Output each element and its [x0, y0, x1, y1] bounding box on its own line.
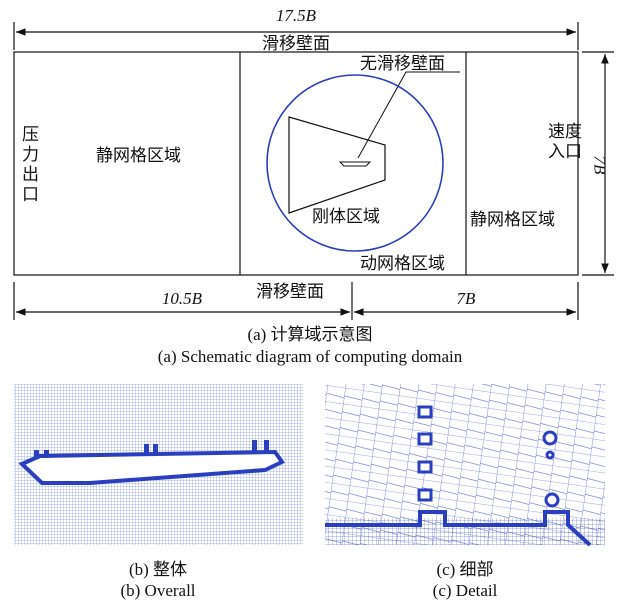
- static-mesh-right: 静网格区域: [470, 210, 555, 229]
- bottom-right-dimension: 7B: [456, 289, 476, 308]
- dynamic-mesh-label: 动网格区域: [360, 254, 445, 273]
- caption-b-en: (b) Overall: [120, 581, 196, 600]
- static-mesh-left: 静网格区域: [96, 146, 181, 165]
- bottom-wall-label: 滑移壁面: [256, 282, 324, 301]
- rigid-region-label: 刚体区域: [312, 207, 380, 226]
- right-dimension: 7B: [590, 155, 610, 175]
- caption-a-cn: (a) 计算域示意图: [247, 325, 373, 344]
- top-dimension: 17.5B: [275, 6, 317, 25]
- mesh-overall: [14, 384, 303, 545]
- caption-b-cn: (b) 整体: [128, 560, 188, 579]
- dynamic-circle: [266, 74, 444, 252]
- bottom-left-dimension: 10.5B: [161, 289, 203, 308]
- outlet-label: 压力出口: [22, 125, 39, 204]
- mesh-detail: [325, 384, 605, 547]
- top-wall-label: 滑移壁面: [262, 34, 330, 53]
- no-slip-label: 无滑移壁面: [360, 54, 445, 73]
- caption-c-en: (c) Detail: [432, 581, 498, 600]
- caption-a-en: (a) Schematic diagram of computing domai…: [157, 347, 463, 366]
- inlet-label: 速度入口: [548, 122, 582, 161]
- caption-c-cn: (c) 细部: [436, 560, 494, 579]
- domain: [13, 22, 614, 320]
